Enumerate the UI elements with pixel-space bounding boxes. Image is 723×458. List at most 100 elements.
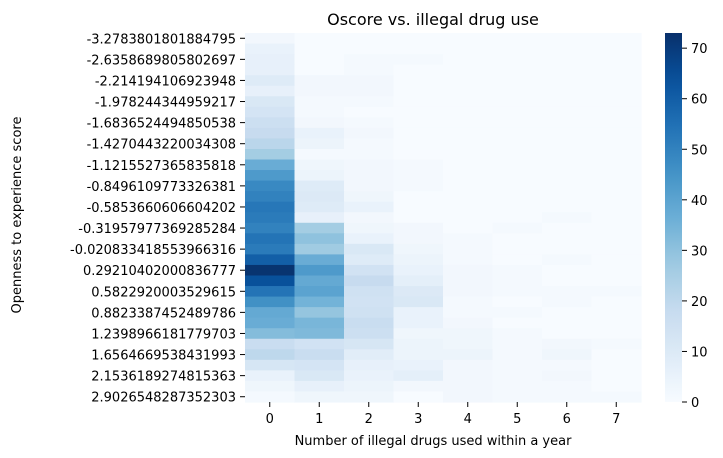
heatmap-cell xyxy=(443,148,494,161)
heatmap-cell xyxy=(443,275,494,287)
heatmap-cell xyxy=(294,380,345,393)
heatmap-cell xyxy=(344,212,395,224)
heatmap-cell xyxy=(344,328,395,340)
x-tick-label: 5 xyxy=(513,412,521,427)
heatmap-cell xyxy=(542,212,593,224)
heatmap-cell xyxy=(245,75,296,87)
heatmap-cell xyxy=(591,180,642,192)
heatmap-cell xyxy=(294,307,345,319)
heatmap-cell xyxy=(443,264,494,277)
colorbar-tick-label: 70 xyxy=(691,42,708,57)
heatmap-cell xyxy=(443,127,494,140)
heatmap-cell xyxy=(393,359,444,371)
heatmap-cell xyxy=(294,191,345,203)
heatmap-cell xyxy=(294,370,345,382)
heatmap-cell xyxy=(542,296,593,308)
heatmap-cell xyxy=(591,159,642,171)
heatmap-cell xyxy=(492,317,543,329)
heatmap-cell xyxy=(591,170,642,182)
heatmap-cell xyxy=(393,170,444,182)
heatmap-cell xyxy=(443,106,494,118)
heatmap-cell xyxy=(492,191,543,203)
heatmap-cell xyxy=(443,391,494,403)
heatmap-cell xyxy=(591,338,642,350)
heatmap-cell xyxy=(492,391,543,403)
heatmap-cell xyxy=(492,222,543,234)
x-tick-label: 4 xyxy=(464,412,472,427)
heatmap-cell xyxy=(492,264,543,277)
heatmap-cell xyxy=(294,296,345,308)
heatmap-cell xyxy=(294,212,345,224)
x-tick-label: 3 xyxy=(414,412,422,427)
heatmap-cell xyxy=(542,338,593,350)
x-tick-label: 7 xyxy=(612,412,620,427)
heatmap-cell xyxy=(245,391,296,403)
heatmap-cell xyxy=(591,286,642,298)
y-tick-label: -0.020833418553966316 xyxy=(70,243,236,258)
heatmap-cell xyxy=(443,359,494,371)
heatmap-cell xyxy=(591,264,642,277)
x-tick-label: 1 xyxy=(315,412,323,427)
heatmap-cell xyxy=(492,159,543,171)
heatmap-cell xyxy=(542,254,593,266)
heatmap-cell xyxy=(294,75,345,87)
heatmap-cell xyxy=(393,243,444,255)
heatmap-cell xyxy=(245,54,296,66)
heatmap-cell xyxy=(344,359,395,371)
heatmap-cell xyxy=(344,222,395,234)
chart-title: Oscore vs. illegal drug use xyxy=(327,10,539,29)
heatmap-cell xyxy=(294,170,345,182)
heatmap-cell xyxy=(393,317,444,329)
heatmap-cell xyxy=(443,212,494,224)
heatmap-cell xyxy=(245,170,296,182)
heatmap-cell xyxy=(344,338,395,350)
heatmap-cell xyxy=(591,391,642,403)
heatmap-cell xyxy=(591,212,642,224)
heatmap-cell xyxy=(591,349,642,361)
x-tick-label: 0 xyxy=(266,412,274,427)
heatmap-cell xyxy=(393,75,444,87)
heatmap-cell xyxy=(245,296,296,308)
heatmap-cell xyxy=(294,359,345,371)
heatmap-cell xyxy=(542,349,593,361)
x-tick-label: 2 xyxy=(365,412,373,427)
heatmap-cell xyxy=(443,349,494,361)
heatmap-cell xyxy=(344,43,395,55)
heatmap-cell xyxy=(542,328,593,340)
heatmap-cell xyxy=(294,148,345,161)
heatmap-cell xyxy=(294,338,345,350)
heatmap-cell xyxy=(245,33,296,45)
heatmap-cell xyxy=(591,117,642,129)
y-tick-label: -1.1215527365835818 xyxy=(87,159,236,174)
heatmap-cell xyxy=(245,148,296,161)
heatmap-cell xyxy=(443,233,494,245)
heatmap-cell xyxy=(245,96,296,108)
heatmap-cell xyxy=(542,64,593,76)
heatmap-cell xyxy=(344,391,395,403)
heatmap-cell xyxy=(591,201,642,213)
heatmap-cell xyxy=(542,85,593,97)
heatmap-cell xyxy=(344,159,395,171)
heatmap-cell xyxy=(542,275,593,287)
heatmap-cell xyxy=(344,138,395,150)
heatmap-cell xyxy=(294,54,345,66)
heatmap-cell xyxy=(591,127,642,140)
heatmap-cell xyxy=(344,233,395,245)
y-tick-label: -1.4270443220034308 xyxy=(87,138,236,153)
heatmap-cell xyxy=(492,170,543,182)
heatmap-cell xyxy=(443,307,494,319)
heatmap-cell xyxy=(393,85,444,97)
heatmap-cell xyxy=(393,264,444,277)
heatmap-cell xyxy=(492,307,543,319)
heatmap-cell xyxy=(443,138,494,150)
heatmap-cell xyxy=(492,275,543,287)
heatmap-cell xyxy=(393,201,444,213)
heatmap-cell xyxy=(591,233,642,245)
heatmap-cell xyxy=(492,212,543,224)
x-axis-label: Number of illegal drugs used within a ye… xyxy=(295,434,573,449)
colorbar-tick-label: 40 xyxy=(691,194,708,209)
heatmap-cell xyxy=(344,275,395,287)
heatmap-cell xyxy=(393,275,444,287)
heatmap-cell xyxy=(492,117,543,129)
colorbar-tick-label: 30 xyxy=(691,244,708,259)
